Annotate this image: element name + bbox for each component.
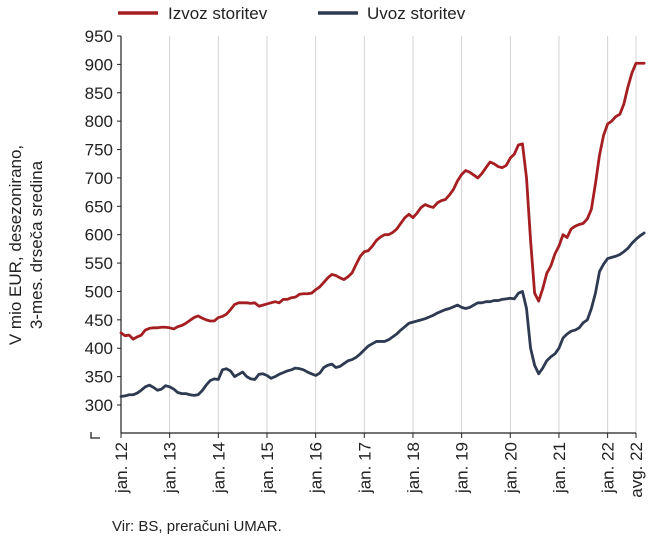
x-tick-label: jan. 12 xyxy=(112,442,131,494)
y-axis-title-line-1: V mio EUR, desezonirano, xyxy=(6,145,25,345)
y-tick-label: 850 xyxy=(85,84,113,103)
legend-label-izvoz: Izvoz storitev xyxy=(168,4,268,23)
y-tick-label: 900 xyxy=(85,55,113,74)
y-tick-label: 550 xyxy=(85,254,113,273)
legend-label-uvoz: Uvoz storitev xyxy=(367,4,466,23)
y-axis-break-marker xyxy=(90,432,100,439)
x-tick-label: jan. 16 xyxy=(307,442,326,494)
y-tick-label: 300 xyxy=(85,396,113,415)
y-tick-label: 650 xyxy=(85,197,113,216)
x-tick-label: avg. 22 xyxy=(627,442,646,498)
y-tick-label: 600 xyxy=(85,226,113,245)
x-tick-label: jan. 21 xyxy=(550,442,569,494)
x-tick-label: jan. 13 xyxy=(161,442,180,494)
y-tick-label: 750 xyxy=(85,141,113,160)
x-tick-label: jan. 20 xyxy=(501,442,520,494)
x-tick-label: jan. 18 xyxy=(404,442,423,494)
series-line-uvoz-storitev xyxy=(119,231,646,398)
plot-area: 300 350 400 450 500 550 600 650 700 750 800 850 900 9… xyxy=(85,27,646,498)
series-line-izvoz-storitev xyxy=(119,61,646,341)
y-tick-label: 450 xyxy=(85,311,113,330)
x-tick-label: jan. 15 xyxy=(258,442,277,494)
x-tick-label: jan. 14 xyxy=(209,442,228,494)
y-tick-label: 700 xyxy=(85,169,113,188)
x-tick-label: jan. 17 xyxy=(355,442,374,494)
y-tick-label: 350 xyxy=(85,368,113,387)
y-tick-label: 500 xyxy=(85,282,113,301)
legend: Izvoz storitev Uvoz storitev xyxy=(118,4,466,23)
x-tick-label: jan. 22 xyxy=(599,442,618,494)
y-tick-label: 800 xyxy=(85,112,113,131)
source-note: Vir: BS, preračuni UMAR. xyxy=(112,518,282,535)
y-tick-label: 950 xyxy=(85,27,113,46)
y-tick-label: 400 xyxy=(85,339,113,358)
y-axis-title-line-2: 3-mes. drseča sredina xyxy=(27,160,46,329)
x-tick-label: jan. 19 xyxy=(453,442,472,494)
